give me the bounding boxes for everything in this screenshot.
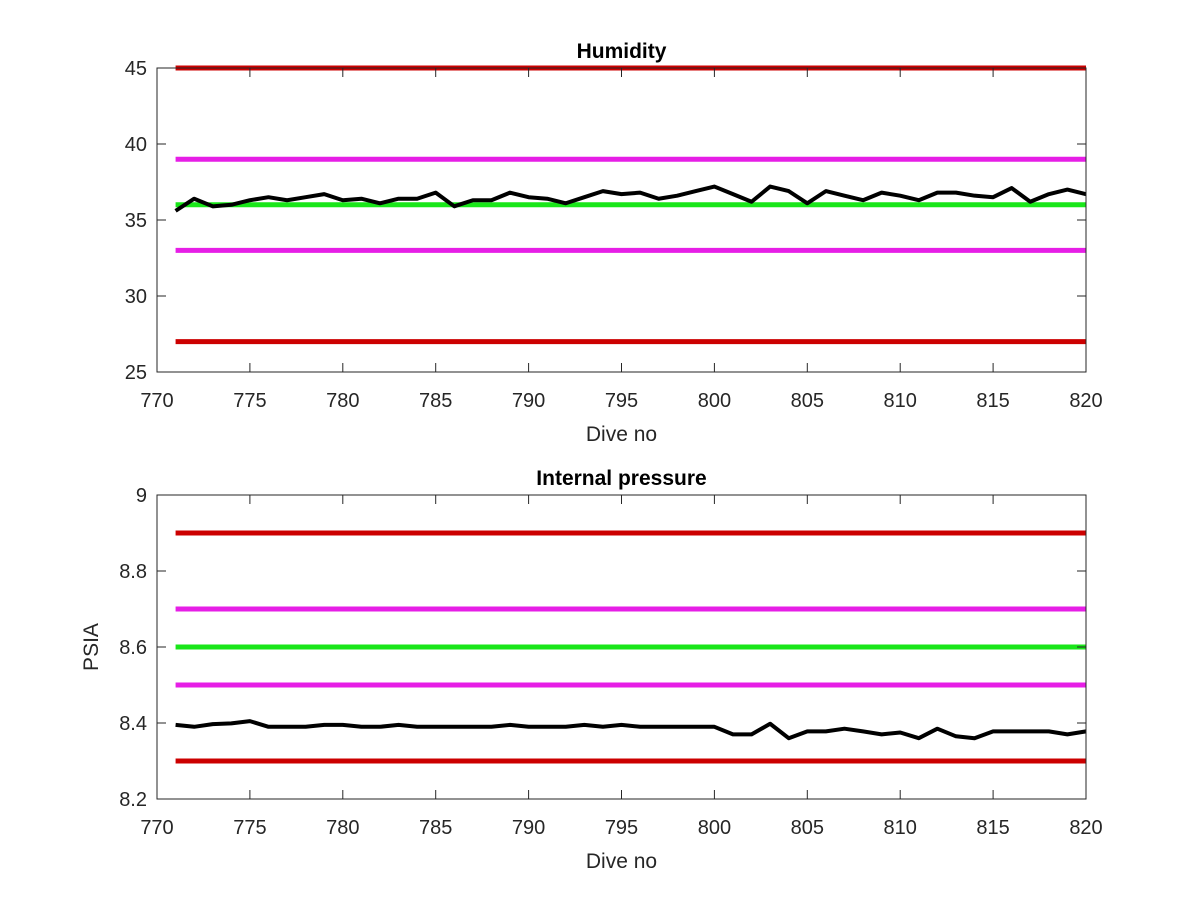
pressure-x-tick-label-5: 795 — [605, 817, 638, 839]
humidity-subplot: 770 775 780 785 790 795 800 805 810 815 820 25 30 35… — [125, 40, 1103, 446]
pressure-x-tick-label-6: 800 — [698, 817, 731, 839]
humidity-x-tick-labels: 770 775 780 785 790 795 800 805 810 815 820 — [140, 390, 1102, 412]
humidity-x-tick-label-2: 780 — [326, 390, 359, 412]
pressure-chart-title: Internal pressure — [536, 467, 706, 490]
humidity-series-line-0 — [174, 184, 1087, 213]
humidity-ticks — [156, 67, 1087, 373]
pressure-y-tick-label-1: 8.4 — [119, 713, 147, 735]
humidity-x-tick-label-5: 795 — [605, 390, 638, 412]
pressure-y-tick-label-0: 8.2 — [119, 789, 147, 811]
humidity-chart-title: Humidity — [577, 40, 667, 63]
pressure-x-tick-labels: 770 775 780 785 790 795 800 805 810 815 820 — [140, 817, 1102, 839]
pressure-y-axis-label: PSIA — [80, 623, 103, 671]
humidity-x-tick-label-4: 790 — [512, 390, 545, 412]
humidity-y-tick-label-0: 25 — [125, 362, 147, 384]
humidity-x-tick-label-3: 785 — [419, 390, 452, 412]
humidity-x-tick-label-7: 805 — [791, 390, 824, 412]
pressure-y-tick-label-4: 9 — [136, 485, 147, 507]
pressure-x-tick-label-0: 770 — [140, 817, 173, 839]
humidity-x-axis-label: Dive no — [586, 423, 657, 446]
humidity-axes-box — [156, 67, 1087, 373]
pressure-y-tick-labels: 8.2 8.4 8.6 8.8 9 — [119, 485, 147, 811]
humidity-y-tick-label-3: 40 — [125, 134, 147, 156]
humidity-y-tick-label-4: 45 — [125, 58, 147, 80]
pressure-x-axis-label: Dive no — [586, 850, 657, 873]
humidity-x-tick-label-1: 775 — [233, 390, 266, 412]
internal-pressure-subplot: 770 775 780 785 790 795 800 805 810 815 820 8.2 8.4… — [80, 467, 1103, 873]
pressure-y-tick-label-2: 8.6 — [119, 637, 147, 659]
humidity-series — [174, 184, 1087, 213]
pressure-y-tick-label-3: 8.8 — [119, 561, 147, 583]
humidity-y-tick-labels: 25 30 35 40 45 — [125, 58, 147, 384]
humidity-y-tick-label-2: 35 — [125, 210, 147, 232]
pressure-x-tick-label-8: 810 — [884, 817, 917, 839]
pressure-x-tick-label-1: 775 — [233, 817, 266, 839]
humidity-reference-lines — [175, 65, 1086, 345]
humidity-y-tick-label-1: 30 — [125, 286, 147, 308]
pressure-ticks — [156, 494, 1087, 800]
pressure-series-line-0 — [175, 719, 1087, 741]
humidity-x-tick-label-6: 800 — [698, 390, 731, 412]
pressure-x-tick-label-3: 785 — [419, 817, 452, 839]
humidity-x-tick-label-9: 815 — [976, 390, 1009, 412]
pressure-x-tick-label-9: 815 — [976, 817, 1009, 839]
pressure-reference-lines — [175, 530, 1086, 764]
pressure-x-tick-label-7: 805 — [791, 817, 824, 839]
pressure-x-tick-label-10: 820 — [1069, 817, 1102, 839]
humidity-x-tick-label-0: 770 — [140, 390, 173, 412]
pressure-x-tick-label-4: 790 — [512, 817, 545, 839]
pressure-series — [175, 719, 1087, 741]
humidity-x-tick-label-8: 810 — [884, 390, 917, 412]
humidity-x-tick-label-10: 820 — [1069, 390, 1102, 412]
pressure-x-tick-label-2: 780 — [326, 817, 359, 839]
